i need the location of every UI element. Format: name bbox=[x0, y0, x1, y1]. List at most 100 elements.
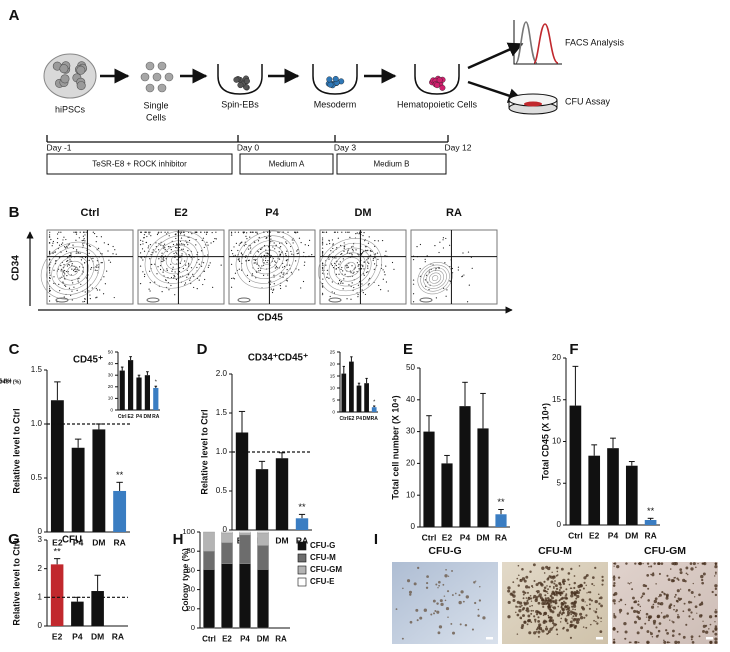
significance: ** bbox=[298, 502, 306, 512]
colony-cell bbox=[473, 581, 476, 584]
y-axis-label: CD34⁺CD45⁺ (%) bbox=[0, 379, 21, 385]
flow-event bbox=[328, 240, 331, 242]
colony-cell bbox=[547, 577, 550, 580]
flow-event bbox=[332, 243, 334, 245]
flow-event bbox=[256, 233, 258, 235]
flow-event bbox=[286, 280, 288, 282]
colony-cell bbox=[613, 585, 615, 587]
colony-cell bbox=[644, 584, 648, 588]
flow-event bbox=[419, 275, 421, 278]
colony-cell bbox=[599, 596, 603, 600]
flow-event bbox=[95, 266, 97, 268]
flow-event bbox=[295, 260, 297, 262]
colony-cell bbox=[562, 626, 565, 629]
flow-event bbox=[341, 266, 343, 269]
flow-event bbox=[139, 243, 142, 246]
flow-event bbox=[200, 250, 203, 252]
flow-event bbox=[66, 265, 69, 267]
colony-cell bbox=[558, 582, 560, 584]
colony-cell bbox=[532, 563, 536, 567]
flow-event bbox=[237, 259, 239, 261]
flow-event bbox=[48, 272, 51, 274]
colony-cell bbox=[570, 610, 573, 614]
flow-event bbox=[187, 250, 189, 252]
bar-segment bbox=[203, 569, 215, 629]
flow-event bbox=[326, 269, 328, 271]
colony-cell bbox=[401, 637, 404, 640]
colony-cell bbox=[694, 605, 698, 609]
colony-cell bbox=[701, 562, 704, 565]
flow-event bbox=[251, 275, 253, 277]
colony-cell bbox=[625, 562, 628, 565]
colony-cell bbox=[437, 631, 441, 635]
colony-cell bbox=[521, 577, 526, 581]
y-axis-label: CD45 (%) bbox=[0, 378, 12, 384]
flow-event bbox=[175, 251, 177, 253]
flow-event bbox=[52, 240, 54, 243]
flow-event bbox=[160, 244, 162, 246]
flow-event bbox=[161, 291, 163, 293]
flow-event bbox=[148, 288, 150, 290]
colony-cell bbox=[637, 616, 642, 621]
flow-event bbox=[346, 267, 348, 269]
flow-event bbox=[369, 277, 371, 279]
flow-event bbox=[151, 263, 153, 266]
colony-cell bbox=[709, 623, 712, 626]
flow-event bbox=[367, 258, 369, 260]
colony-cell bbox=[538, 593, 542, 597]
colony-cell bbox=[549, 594, 553, 598]
flow-event bbox=[238, 257, 240, 259]
flow-event bbox=[387, 290, 389, 292]
x-tick-label: DM bbox=[144, 414, 152, 420]
flow-event bbox=[356, 270, 358, 273]
flow-event bbox=[161, 252, 163, 254]
colony-cell bbox=[530, 609, 533, 612]
flow-event bbox=[279, 284, 281, 287]
flow-event bbox=[99, 289, 101, 291]
flow-event bbox=[162, 257, 164, 259]
x-tick-label: P4 bbox=[72, 631, 83, 641]
flow-event bbox=[260, 248, 262, 250]
bar bbox=[625, 465, 638, 525]
colony-cell bbox=[548, 585, 551, 588]
flow-event bbox=[78, 269, 80, 271]
colony-cell bbox=[567, 572, 571, 575]
flow-event bbox=[189, 279, 191, 281]
colony-cell bbox=[612, 599, 616, 603]
colony-cell bbox=[642, 592, 646, 596]
colony-cell bbox=[533, 580, 536, 582]
panel-label: H bbox=[173, 531, 184, 548]
colony-cell bbox=[613, 581, 616, 585]
colony-cell bbox=[561, 607, 565, 611]
flow-event bbox=[346, 251, 349, 253]
colony-cell bbox=[647, 619, 650, 622]
colony-cell bbox=[573, 603, 576, 606]
flow-event bbox=[82, 243, 84, 245]
colony-cell bbox=[572, 608, 574, 610]
colony-cell bbox=[588, 598, 592, 601]
flow-event bbox=[202, 262, 205, 264]
colony-cell bbox=[630, 606, 634, 610]
colony-cell bbox=[613, 565, 615, 567]
flow-event bbox=[321, 263, 324, 265]
flow-event bbox=[264, 259, 267, 262]
colony-cell bbox=[597, 593, 600, 596]
y-tick-label: 10 bbox=[330, 385, 336, 391]
flow-event bbox=[175, 246, 177, 249]
flow-event bbox=[279, 275, 281, 277]
colony-cell bbox=[659, 602, 664, 606]
bar-segment bbox=[239, 563, 251, 629]
flow-event bbox=[182, 248, 184, 250]
flow-event bbox=[48, 258, 51, 260]
colony-cell bbox=[530, 584, 534, 588]
flow-event bbox=[173, 252, 175, 255]
flow-event bbox=[468, 284, 470, 286]
colony-cell bbox=[515, 605, 517, 607]
flow-event bbox=[321, 266, 324, 269]
colony-cell bbox=[549, 599, 551, 602]
colony-cell bbox=[560, 606, 563, 609]
flow-event bbox=[344, 273, 346, 276]
colony-cell bbox=[569, 624, 573, 628]
panel-label: B bbox=[9, 204, 20, 221]
flow-event bbox=[328, 277, 330, 279]
